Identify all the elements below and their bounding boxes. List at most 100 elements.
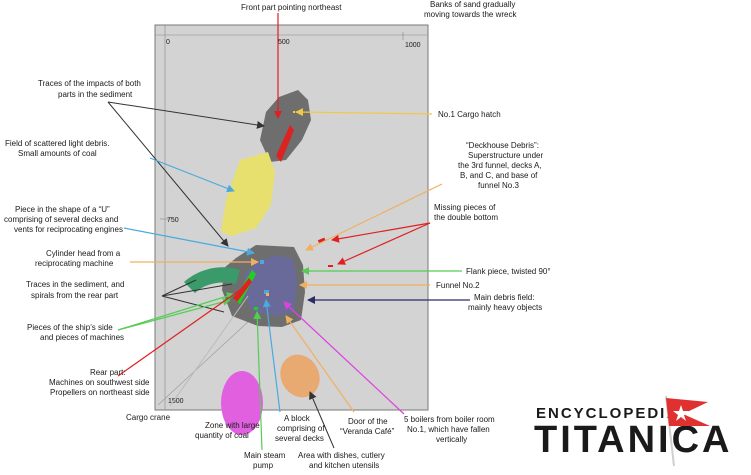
pointer-lines xyxy=(107,13,470,451)
label-impacts: Traces of the impacts of both parts in t… xyxy=(38,79,141,99)
label-cylinder-line1: Cylinder head from a xyxy=(46,249,121,258)
label-impacts-line1: Traces of the impacts of both xyxy=(38,79,141,88)
pointer-u-piece xyxy=(123,227,255,256)
label-deckhouse-line5: funnel No.3 xyxy=(478,181,519,190)
label-light-debris-line1: Field of scattered light debris. xyxy=(5,139,110,148)
label-ship-side-line2: and pieces of machines xyxy=(40,333,124,342)
scale-label-750: 750 xyxy=(167,217,179,224)
label-boilers-line3: vertically xyxy=(436,435,467,444)
label-cylinder-head: Cylinder head from a reciprocating machi… xyxy=(35,249,121,268)
label-sand-banks: Banks of sand gradually moving towards t… xyxy=(424,0,517,19)
scale-label-1500: 1500 xyxy=(168,398,184,405)
label-missing-pieces: Missing pieces of the double bottom xyxy=(434,203,498,222)
pointer-ship-side-2 xyxy=(117,292,235,331)
label-deckhouse-line4: B, and C, and base of xyxy=(460,171,538,180)
pointer-cargo-crane xyxy=(169,295,249,407)
label-main-field: Main debris field: mainly heavy objects xyxy=(468,293,542,312)
rear-part-red-marker xyxy=(233,278,252,302)
label-sediment-spirals: Traces in the sediment, and spirals from… xyxy=(26,280,124,300)
label-funnel2: Funnel No.2 xyxy=(436,281,480,290)
white-star-line-flag-icon xyxy=(665,395,710,467)
label-block-line3: several decks xyxy=(275,434,324,443)
scale-label-1000: 1000 xyxy=(405,42,421,49)
label-veranda-line2: “Veranda Café” xyxy=(340,427,395,436)
pointer-missing-2 xyxy=(337,222,431,265)
label-dishes-line2: and kitchen utensils xyxy=(309,461,379,470)
label-u-piece: Piece in the shape of a “U” comprising o… xyxy=(4,205,123,234)
label-pump-line1: Main steam xyxy=(244,451,286,460)
label-boilers: 5 boilers from boiler room No.1, which h… xyxy=(404,415,495,444)
pointer-ship-side-1 xyxy=(117,297,231,331)
label-funnel2-line: Funnel No.2 xyxy=(436,281,480,290)
pointer-spirals-1 xyxy=(161,279,197,297)
watermark: ENCYCLOPEDIA TITANICA xyxy=(534,405,730,461)
label-impacts-line2: parts in the sediment xyxy=(58,90,133,99)
light-debris-field xyxy=(221,152,275,236)
pointer-light-debris xyxy=(149,157,235,193)
pointer-dishes xyxy=(309,391,335,449)
label-coal-line2: quantity of coal xyxy=(195,431,249,440)
label-u-piece-line2: comprising of several decks and xyxy=(4,215,118,224)
label-u-piece-line1: Piece in the shape of a “U” xyxy=(15,205,110,214)
pointer-impacts-rear xyxy=(107,101,229,247)
label-rear-part-line2: Machines on southwest side xyxy=(49,378,150,387)
pointer-boilers xyxy=(283,301,405,415)
pointer-rear-part xyxy=(117,289,241,377)
label-coal-zone: Zone with large quantity of coal xyxy=(195,421,260,440)
side-pieces-arc xyxy=(184,267,240,293)
scale-diagonal xyxy=(157,319,251,406)
missing-piece-2 xyxy=(328,265,333,267)
label-dishes-area: Area with dishes, cutlery and kitchen ut… xyxy=(298,451,385,470)
label-ship-side-line1: Pieces of the ship’s side xyxy=(27,323,113,332)
label-flank-piece: Flank piece, twisted 90° xyxy=(466,267,551,276)
label-spirals-line1: Traces in the sediment, and xyxy=(26,280,124,289)
label-sand-banks-line2: moving towards the wreck xyxy=(424,10,517,19)
map-scale: 0 500 1000 750 1500 xyxy=(155,25,428,410)
label-boilers-line2: No.1, which have fallen xyxy=(407,425,490,434)
label-sand-banks-line1: Banks of sand gradually xyxy=(430,0,515,9)
label-rear-part-line1: Rear part: xyxy=(90,368,126,377)
pointer-impacts-front xyxy=(107,101,265,129)
label-deckhouse-debris: “Deckhouse Debris”: Superstructure under… xyxy=(458,141,543,190)
pointer-missing-1 xyxy=(331,222,431,243)
funnel-2 xyxy=(264,290,269,294)
label-front-part: Front part pointing northeast xyxy=(241,3,342,12)
label-pump-line2: pump xyxy=(253,461,274,470)
label-dishes-line1: Area with dishes, cutlery xyxy=(298,451,385,460)
pointer-cargo-hatch xyxy=(295,108,433,117)
pointer-spirals-3 xyxy=(161,295,225,313)
scale-label-0: 0 xyxy=(166,39,170,46)
label-spirals-line2: spirals from the rear part xyxy=(31,291,119,300)
label-front-part-line: Front part pointing northeast xyxy=(241,3,342,12)
cylinder-head xyxy=(260,260,264,264)
label-block-line2: comprising of xyxy=(277,424,325,433)
label-deckhouse-line2: Superstructure under xyxy=(468,151,543,160)
front-section xyxy=(260,90,311,162)
label-light-debris: Field of scattered light debris. Small a… xyxy=(5,139,110,158)
watermark-line1: ENCYCLOPEDIA xyxy=(536,405,679,422)
label-cargo-crane: Cargo crane xyxy=(126,413,171,422)
label-block-decks: A block comprising of several decks xyxy=(275,414,325,443)
label-steam-pump: Main steam pump xyxy=(244,451,286,470)
label-deckhouse-line1: “Deckhouse Debris”: xyxy=(466,141,539,150)
label-u-piece-line3: vents for reciprocating engines xyxy=(14,225,123,234)
label-light-debris-line2: Small amounts of coal xyxy=(18,149,97,158)
pointer-block-decks xyxy=(262,299,281,413)
label-rear-part-line3: Propellers on northeast side xyxy=(50,388,150,397)
label-deckhouse-line3: the 3rd funnel, decks A, xyxy=(458,161,542,170)
pointer-spirals-2 xyxy=(161,283,233,297)
label-cargo-hatch-line: No.1 Cargo hatch xyxy=(438,110,501,119)
front-section-marker xyxy=(276,125,294,162)
label-coal-line1: Zone with large xyxy=(205,421,260,430)
deck-block xyxy=(266,293,269,296)
label-boilers-line1: 5 boilers from boiler room xyxy=(404,415,495,424)
rear-section xyxy=(243,255,297,316)
label-flank-line: Flank piece, twisted 90° xyxy=(466,267,551,276)
pointer-veranda-door xyxy=(285,315,355,413)
label-missing-line1: Missing pieces of xyxy=(434,203,496,212)
map-area xyxy=(154,24,429,411)
label-main-field-line1: Main debris field: xyxy=(474,293,534,302)
label-cylinder-line2: reciprocating machine xyxy=(35,259,114,268)
label-cargo-hatch: No.1 Cargo hatch xyxy=(438,110,501,119)
